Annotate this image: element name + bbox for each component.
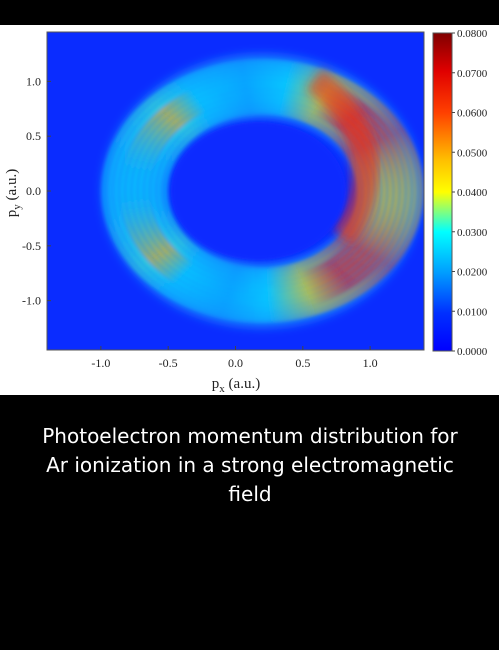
max-lobe (306, 68, 378, 245)
y-axis-label: py (a.u.) (4, 169, 23, 217)
y-axis-label-sub: y (11, 204, 23, 210)
fringe-ring (120, 75, 405, 307)
y-axis-ticks: 1.0 0.5 0.0 -0.5 -1.0 (22, 74, 51, 308)
colorbar-tick-label: 0.0300 (457, 227, 488, 239)
x-axis-label-main: p (212, 376, 220, 392)
x-tick-label: -0.5 (159, 356, 178, 370)
colorbar (432, 32, 453, 352)
fringe-ring (132, 85, 392, 297)
x-axis-label-sub: x (219, 383, 225, 395)
chart-svg: -1.0 -0.5 0.0 0.5 1.0 1.00.50.0-0.5-1.0 px (… (4, 28, 488, 395)
fringe-ring (145, 95, 380, 287)
fringe-ring (126, 80, 399, 302)
x-tick-label: 0.0 (228, 356, 243, 370)
y-tick-label: 0.5 (26, 129, 41, 143)
colorbar-tick-label: 0.0100 (457, 306, 488, 318)
fringe-ring (108, 65, 417, 317)
x-axis-label-rest: (a.u.) (225, 376, 260, 392)
y-tick-label: 0.0 (26, 184, 41, 198)
fringe-ring (139, 90, 386, 292)
y-tick-label: 1.0 (26, 74, 41, 88)
y-tick-label: -0.5 (22, 239, 41, 253)
colorbar-tick-label: 0.0800 (457, 28, 488, 40)
colorbar-tick-label: 0.0600 (457, 108, 488, 120)
x-tick-label: 0.5 (295, 356, 310, 370)
chart-figure: -1.0 -0.5 0.0 0.5 1.0 1.0 0.5 0.0 -0.5 -1.0 px (… (0, 25, 499, 395)
colorbar-ticks: 0.0800 0.0700 0.0600 0.0500 0.0400 0.0300 0.02… (452, 28, 488, 358)
inner-hole (170, 121, 347, 261)
x-axis-ticks: -1.0 -0.5 0.0 0.5 1.0 (91, 346, 378, 370)
fringe-group (102, 60, 423, 322)
fringe-ring (114, 70, 411, 312)
x-axis-label: px (a.u.) (212, 376, 260, 395)
y-axis-label-main: p (4, 210, 20, 218)
colorbar-tick-label: 0.0200 (457, 267, 488, 279)
colorbar-tick-label: 0.0500 (457, 147, 488, 159)
x-tick-label: -1.0 (91, 356, 110, 370)
figure-caption: Photoelectron momentum distribution for … (42, 424, 458, 506)
heatmap-layer (102, 54, 423, 328)
x-tick-label: 1.0 (363, 356, 378, 370)
colorbar-tick-label: 0.0700 (457, 68, 488, 80)
y-tick-label: -1.0 (22, 294, 41, 308)
colorbar-tick-label: 0.0000 (457, 346, 488, 358)
y-axis-label-rest: (a.u.) (4, 169, 20, 204)
colorbar-tick-label: 0.0400 (457, 187, 488, 199)
fringe-ring (102, 60, 423, 322)
